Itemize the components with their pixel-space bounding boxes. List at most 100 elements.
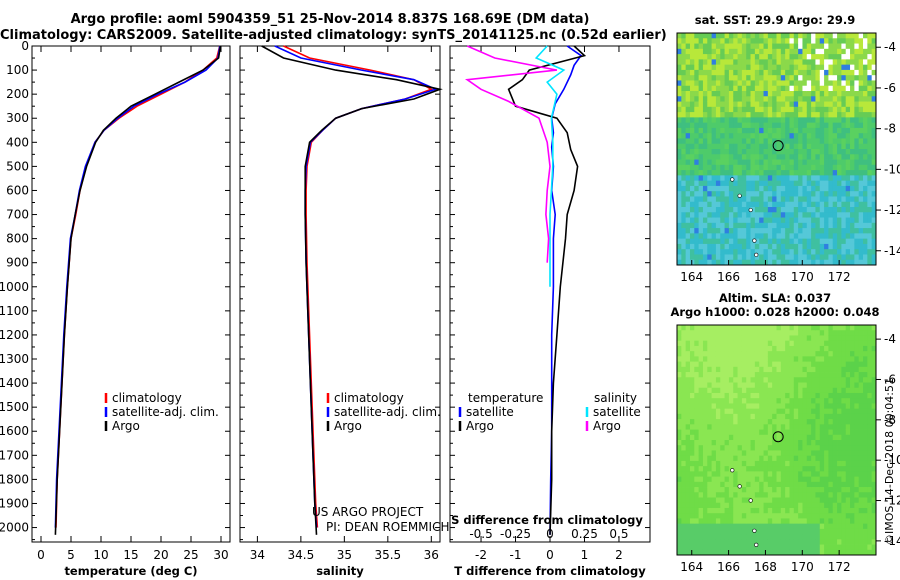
map-cell: [698, 243, 704, 250]
map-cell: [685, 523, 691, 530]
map-cell: [750, 387, 756, 394]
map-cell: [785, 539, 790, 545]
map-cell: [685, 513, 691, 519]
map-cell: [754, 429, 760, 436]
map-cell: [689, 159, 695, 166]
map-cell: [763, 191, 769, 197]
map-cell: [746, 549, 751, 556]
map-cell: [780, 377, 786, 383]
map-cell: [737, 440, 743, 446]
map-cell: [785, 222, 790, 229]
map-cell: [733, 387, 738, 394]
difference-profile-xtick-label: 0: [546, 548, 554, 562]
map-cell: [681, 513, 687, 519]
map-cell: [746, 85, 751, 92]
map-cell: [802, 377, 808, 383]
map-cell: [763, 175, 769, 182]
map-cell: [733, 497, 738, 504]
map-cell: [720, 377, 725, 383]
map-cell: [863, 502, 868, 509]
map-cell: [802, 38, 808, 44]
map-cell: [694, 159, 700, 166]
map-cell: [741, 387, 747, 394]
map-cell: [715, 466, 721, 472]
map-cell: [698, 476, 704, 483]
map-cell: [824, 133, 829, 139]
map-cell: [689, 476, 695, 483]
map-cell: [698, 403, 704, 410]
map-cell: [737, 528, 743, 535]
map-cell: [798, 222, 803, 229]
map-cell: [715, 85, 721, 92]
map-cell: [677, 154, 682, 160]
map-cell: [780, 335, 786, 342]
map-cell: [677, 345, 682, 352]
map-cell: [741, 243, 747, 250]
map-cell: [728, 440, 734, 446]
map-cell: [806, 48, 812, 55]
map-cell: [863, 424, 868, 430]
sdiff-tick-label: 0.5: [609, 527, 628, 541]
map-cell: [772, 243, 777, 250]
map-cell: [832, 398, 838, 404]
map-cell: [681, 191, 687, 197]
map-cell: [798, 460, 803, 467]
map-cell: [785, 492, 790, 498]
map-cell: [685, 492, 691, 498]
map-cell: [715, 33, 721, 39]
map-cell: [867, 408, 873, 415]
map-cell: [689, 243, 695, 250]
map-cell: [815, 164, 821, 171]
map-cell: [720, 212, 725, 218]
map-cell: [819, 377, 825, 383]
map-cell: [806, 345, 812, 352]
map-cell: [780, 138, 786, 145]
map-cell: [754, 222, 760, 229]
map-cell: [776, 366, 782, 373]
map-cell: [806, 217, 812, 224]
map-cell: [850, 38, 855, 44]
map-cell: [746, 356, 751, 362]
map-cell: [746, 372, 751, 378]
map-cell: [715, 513, 721, 519]
map-cell: [811, 212, 816, 218]
map-cell: [728, 497, 734, 504]
map-cell: [824, 112, 829, 118]
map-cell: [698, 91, 704, 97]
map-cell: [824, 325, 829, 331]
map-cell: [828, 419, 834, 425]
map-cell: [863, 497, 868, 504]
map-cell: [685, 259, 691, 266]
map-cell: [798, 133, 803, 139]
map-cell: [733, 392, 738, 399]
map-cell: [702, 345, 708, 352]
map-cell: [841, 502, 847, 509]
map-cell: [841, 106, 847, 113]
map-cell: [702, 64, 708, 71]
map-cell: [759, 249, 764, 255]
map-cell: [685, 207, 691, 213]
map-cell: [746, 487, 751, 493]
map-cell: [772, 460, 777, 467]
map-cell: [685, 164, 691, 171]
map-cell: [724, 481, 730, 488]
map-cell: [798, 325, 803, 331]
map-cell: [802, 207, 808, 213]
map-cell: [720, 528, 725, 535]
map-cell: [780, 159, 786, 166]
map-cell: [871, 429, 877, 436]
map-cell: [793, 481, 799, 488]
map-cell: [720, 392, 725, 399]
map-cell: [711, 487, 717, 493]
map-cell: [845, 207, 851, 213]
map-cell: [806, 481, 812, 488]
map-cell: [841, 534, 847, 540]
map-cell: [677, 366, 682, 373]
map-cell: [677, 392, 682, 399]
map-cell: [863, 64, 868, 71]
map-cell: [867, 180, 873, 187]
map-cell: [754, 91, 760, 97]
map-cell: [785, 534, 790, 540]
map-cell: [681, 440, 687, 446]
map-cell: [789, 544, 795, 551]
